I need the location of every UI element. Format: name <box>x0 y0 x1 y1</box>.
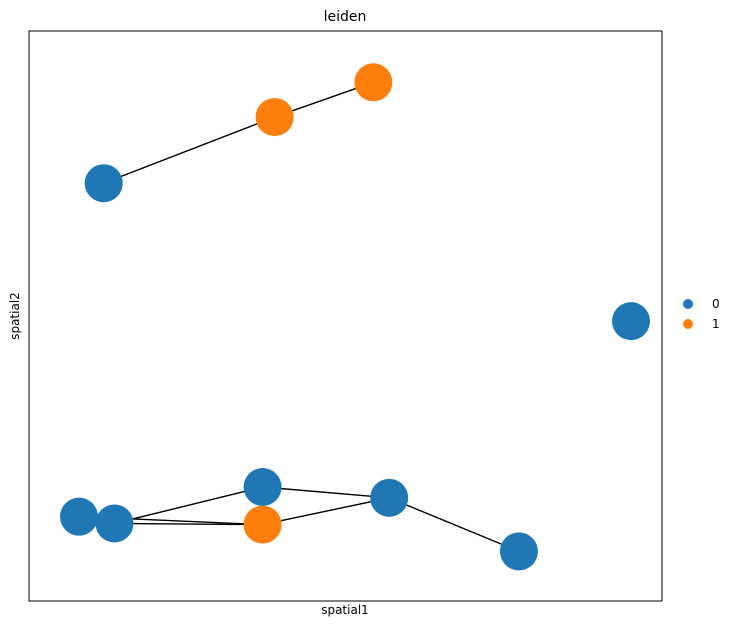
y-axis-label: spatial2 <box>8 292 22 340</box>
chart-title: leiden <box>324 9 367 25</box>
data-points <box>60 63 650 571</box>
graph-edge-4 <box>262 486 390 499</box>
data-point-1 <box>255 98 294 137</box>
legend-marker-0 <box>683 299 693 309</box>
graph-edge-2 <box>114 486 263 525</box>
data-point-8 <box>243 505 282 544</box>
data-point-4 <box>243 468 282 506</box>
legend-marker-1 <box>683 319 693 329</box>
data-point-0 <box>84 164 123 203</box>
plot-area <box>28 30 663 602</box>
legend: 01 <box>683 297 720 331</box>
data-point-2 <box>354 63 393 102</box>
graph-edge-0 <box>103 116 275 184</box>
legend-label-1: 1 <box>712 317 720 331</box>
legend-label-0: 0 <box>712 297 720 311</box>
data-point-5 <box>370 478 409 517</box>
data-point-7 <box>95 504 134 543</box>
data-point-3 <box>611 302 650 341</box>
graph-edge-8 <box>262 497 390 526</box>
graph-edge-9 <box>388 497 520 553</box>
data-point-6 <box>60 497 99 536</box>
graph-edge-6 <box>114 522 263 526</box>
data-point-9 <box>499 532 538 571</box>
x-axis-label: spatial1 <box>321 603 369 617</box>
